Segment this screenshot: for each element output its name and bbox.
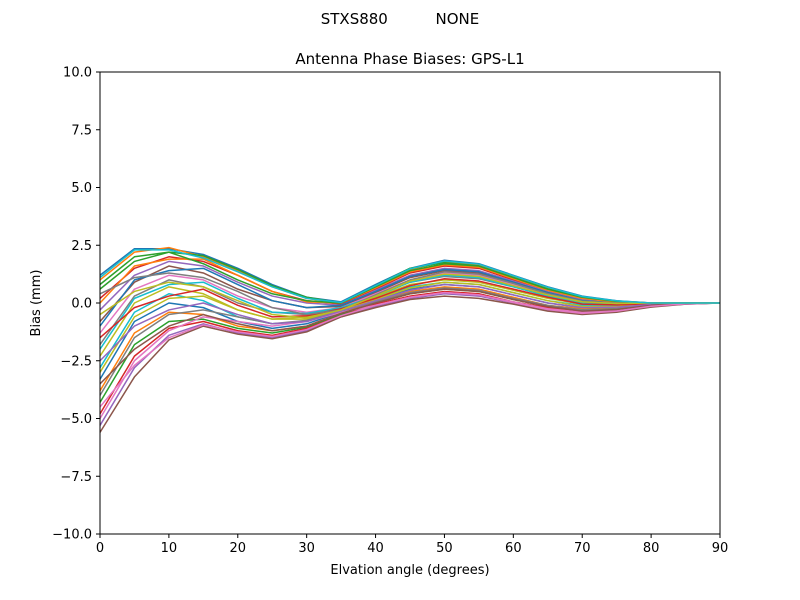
figure-suptitle: STXS880 NONE [321,10,480,28]
series-line-s26 [99,288,721,385]
x-tick-label: 50 [436,541,453,556]
series-line-s30 [99,249,720,304]
x-tick-label: 60 [505,541,522,556]
y-tick-label: 5.0 [71,181,92,196]
y-tick-label: −10.0 [52,528,92,543]
y-tick-label: 7.5 [71,123,92,138]
series-line-s16 [99,295,721,433]
y-tick-label: −7.5 [60,470,92,485]
y-axis: −10.0 −7.5 −5.0 −2.5 0.0 2.5 5.0 7.5 10.0 [52,66,100,543]
series-line-s24 [99,278,720,339]
series-line-s25 [99,283,721,362]
x-tick-label: 80 [643,541,660,556]
y-tick-label: 2.5 [71,239,92,254]
y-tick-label: 0.0 [71,297,92,312]
x-tick-label: 90 [712,541,729,556]
y-tick-label: −5.0 [60,412,92,427]
x-tick-label: 40 [367,541,384,556]
x-tick-label: 0 [96,541,104,556]
series-layer [99,246,721,433]
x-axis: 0 10 20 30 40 50 60 70 80 90 [96,534,728,556]
y-axis-label: Bias (mm) [29,270,44,337]
y-tick-label: 10.0 [63,66,92,81]
series-line-s27 [99,291,721,408]
x-tick-label: 70 [574,541,591,556]
y-tick-label: −2.5 [60,354,92,369]
x-tick-label: 30 [298,541,315,556]
chart-title: Antenna Phase Biases: GPS-L1 [295,50,524,68]
x-tick-label: 10 [161,541,178,556]
x-tick-label: 20 [230,541,247,556]
plot-area [99,71,721,535]
x-axis-label: Elvation angle (degrees) [330,563,489,578]
series-line-s29 [99,273,720,319]
